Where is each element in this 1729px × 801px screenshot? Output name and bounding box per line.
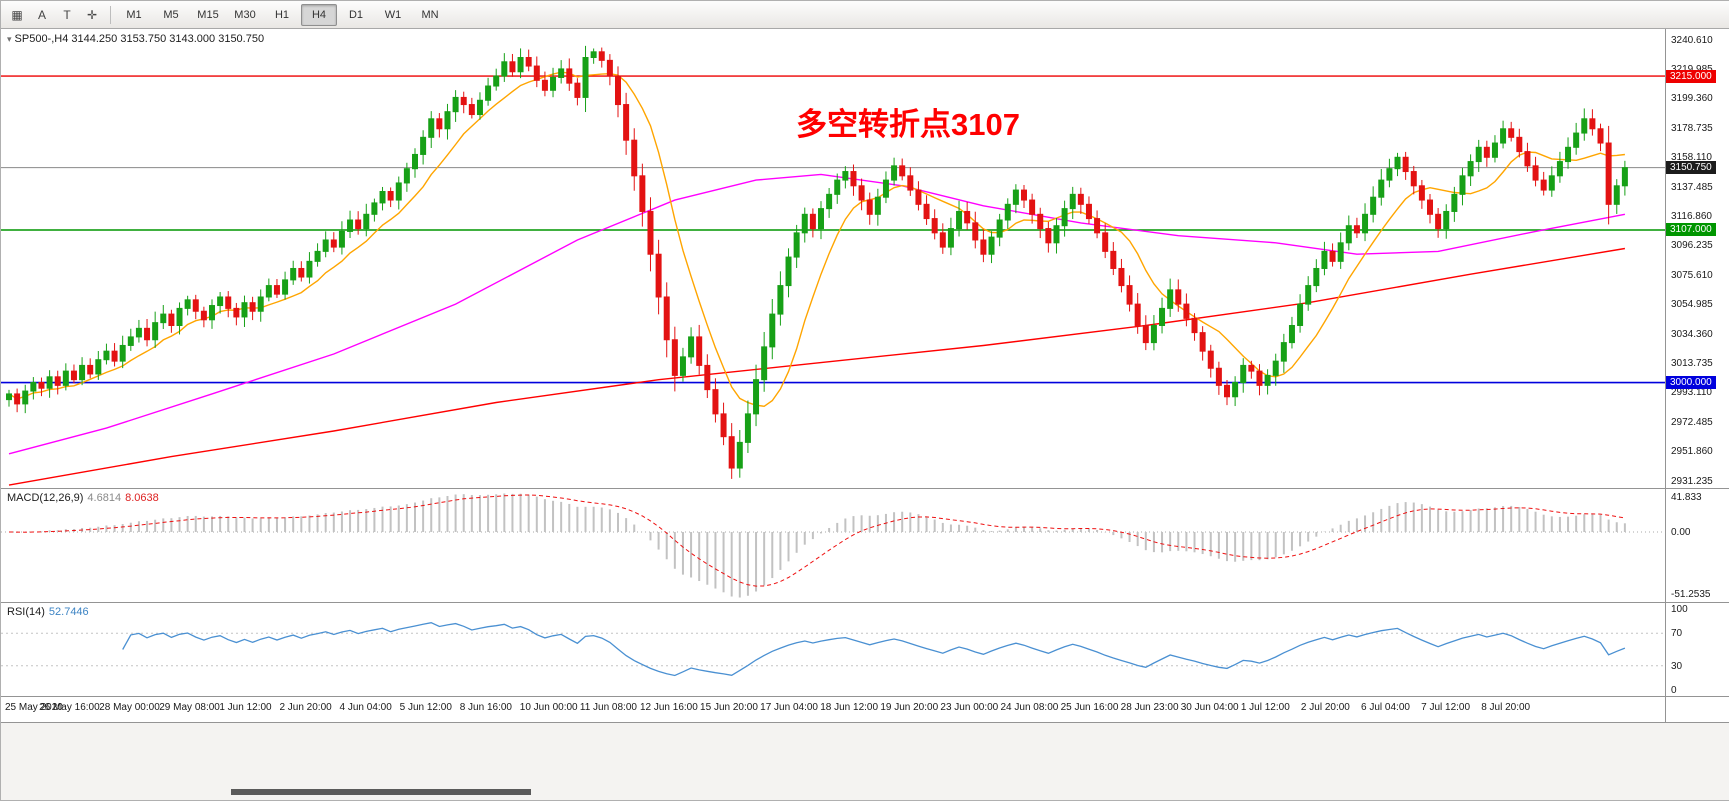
price-axis-label: 3219.985 <box>1671 64 1713 75</box>
price-axis-label: 3199.360 <box>1671 93 1713 105</box>
timeframe-buttons: M1 M5 M15 M30 H1 H4 D1 W1 MN <box>116 3 449 26</box>
macd-chart-canvas[interactable] <box>1 489 1665 602</box>
price-axis: 3240.610 3219.985 3199.360 3178.735 3158.110… <box>1665 29 1729 723</box>
rsi-value: 52.7446 <box>48 606 89 618</box>
price-axis-label: 3013.735 <box>1671 357 1713 369</box>
price-axis-label: 3054.985 <box>1671 299 1713 311</box>
price-level-badge: 3107.000 <box>1666 223 1716 237</box>
toolbar-icons: ▦ A T ✛ <box>5 4 105 26</box>
time-axis-label: 2 Jul 20:00 <box>1300 702 1350 713</box>
price-axis-label: 3116.860 <box>1671 210 1712 222</box>
time-axis-label: 28 May 00:00 <box>99 702 160 713</box>
time-axis: 25 May 2020 26 May 16:00 28 May 00:00 29 Ma… <box>1 697 1729 723</box>
macd-axis-label-zero: 0.00 <box>1671 527 1691 538</box>
price-axis-label: 2931.235 <box>1671 475 1713 487</box>
timeframe-button-m15[interactable]: M15 <box>197 8 219 21</box>
time-axis-label: 23 Jun 00:00 <box>940 702 999 713</box>
macd-signal-value: 8.0638 <box>125 492 159 504</box>
timeframe-button-m5[interactable]: M5 <box>163 8 179 21</box>
time-axis-label: 24 Jun 08:00 <box>1000 702 1059 713</box>
macd-indicator-panel[interactable]: MACD(12,26,9) 4.6814 8.0638 <box>1 489 1729 603</box>
price-axis-label: 3240.610 <box>1671 34 1713 46</box>
price-axis-label: 3158.110 <box>1671 152 1712 164</box>
price-axis-label: 3096.235 <box>1671 240 1713 252</box>
time-axis-label: 28 Jun 23:00 <box>1120 702 1179 713</box>
rsi-indicator-panel[interactable]: RSI(14) 52.7446 <box>1 603 1729 697</box>
price-axis-label: 3178.735 <box>1671 122 1713 134</box>
price-axis-label: 3034.360 <box>1671 328 1713 340</box>
price-axis-label: 3137.485 <box>1671 181 1713 193</box>
time-axis-label: 25 May 2020 <box>5 702 63 713</box>
crosshair-icon[interactable]: ✛ <box>86 7 98 22</box>
rsi-name: RSI(14) <box>7 606 45 618</box>
cursor-icon[interactable]: A <box>37 7 46 22</box>
price-level-badge: 3000.000 <box>1666 376 1716 389</box>
price-level-badge: 3150.750 <box>1666 161 1716 175</box>
rsi-axis-label: 30 <box>1671 660 1683 672</box>
time-axis-label: 11 Jun 08:00 <box>579 702 637 713</box>
time-axis-label: 29 May 08:00 <box>159 702 220 713</box>
time-axis-label: 10 Jun 00:00 <box>519 702 578 713</box>
price-axis-label: 2993.110 <box>1671 387 1712 399</box>
timeframe-button-m1[interactable]: M1 <box>126 8 142 21</box>
time-axis-label: 15 Jun 20:00 <box>700 702 758 713</box>
timeframe-button-d1[interactable]: D1 <box>348 8 364 21</box>
rsi-axis-label: 0 <box>1671 685 1677 696</box>
time-axis-label: 6 Jul 04:00 <box>1361 702 1410 713</box>
time-axis-label: 8 Jun 16:00 <box>459 702 512 713</box>
toolbar-separator <box>110 5 111 24</box>
main-chart-panel[interactable]: ▾ SP500-,H4 3144.250 3153.750 3143.000 31… <box>1 29 1729 489</box>
time-axis-label: 5 Jun 12:00 <box>399 702 452 713</box>
chart-toolbar: ▦ A T ✛ M1 M5 M15 M30 H1 H4 D1 W1 MN <box>1 1 1729 29</box>
time-axis-label: 19 Jun 20:00 <box>880 702 939 713</box>
time-axis-label: 30 Jun 04:00 <box>1180 702 1239 713</box>
timeframe-button-m30[interactable]: M30 <box>234 8 256 21</box>
time-axis-label: 7 Jul 12:00 <box>1421 702 1471 713</box>
macd-label: MACD(12,26,9) 4.6814 8.0638 <box>7 492 159 504</box>
time-axis-label: 1 Jul 12:00 <box>1240 702 1290 713</box>
timeframe-button-h4[interactable]: H4 <box>301 3 337 26</box>
time-axis-label: 2 Jun 20:00 <box>279 702 332 713</box>
candlestick-chart-canvas[interactable] <box>1 29 1665 488</box>
price-axis-label: 2951.860 <box>1671 446 1713 458</box>
rsi-chart-canvas[interactable] <box>1 603 1665 696</box>
time-axis-label: 8 Jul 20:00 <box>1481 702 1531 713</box>
collapse-triangle-icon[interactable]: ▾ <box>7 34 12 44</box>
rsi-axis-label: 100 <box>1671 604 1688 615</box>
text-tool-icon[interactable]: T <box>63 7 71 22</box>
symbol-ohlc-text: SP500-,H4 3144.250 3153.750 3143.000 315… <box>14 33 265 45</box>
timeframe-button-h1[interactable]: H1 <box>274 8 290 21</box>
macd-main-value: 4.6814 <box>87 492 122 504</box>
time-axis-label: 1 Jun 12:00 <box>219 702 272 713</box>
bottom-strip <box>1 723 1729 800</box>
time-axis-label: 25 Jun 16:00 <box>1060 702 1119 713</box>
macd-name: MACD(12,26,9) <box>7 492 84 504</box>
price-axis-label: 2972.485 <box>1671 416 1713 428</box>
timeframe-button-w1[interactable]: W1 <box>384 8 402 21</box>
chart-annotation-text: 多空转折点3107 <box>796 107 1020 142</box>
charts-grid-icon[interactable]: ▦ <box>11 7 23 22</box>
rsi-axis-label: 70 <box>1671 628 1683 640</box>
timeframe-button-mn[interactable]: MN <box>421 8 439 21</box>
macd-axis-label-max: 41.833 <box>1671 492 1702 503</box>
time-axis-label: 26 May 16:00 <box>39 702 100 713</box>
price-level-badge: 3215.000 <box>1666 69 1716 83</box>
price-axis-label: 3075.610 <box>1671 269 1713 281</box>
macd-axis-label-min: -51.2535 <box>1671 589 1711 600</box>
time-axis-label: 17 Jun 04:00 <box>760 702 818 713</box>
time-axis-label: 18 Jun 12:00 <box>820 702 879 713</box>
horizontal-scrollbar-thumb[interactable] <box>231 789 531 795</box>
rsi-label: RSI(14) 52.7446 <box>7 606 89 618</box>
symbol-ohlc-header: ▾ SP500-,H4 3144.250 3153.750 3143.000 31… <box>7 33 264 45</box>
time-axis-label: 4 Jun 04:00 <box>339 702 392 713</box>
time-axis-label: 12 Jun 16:00 <box>639 702 698 713</box>
